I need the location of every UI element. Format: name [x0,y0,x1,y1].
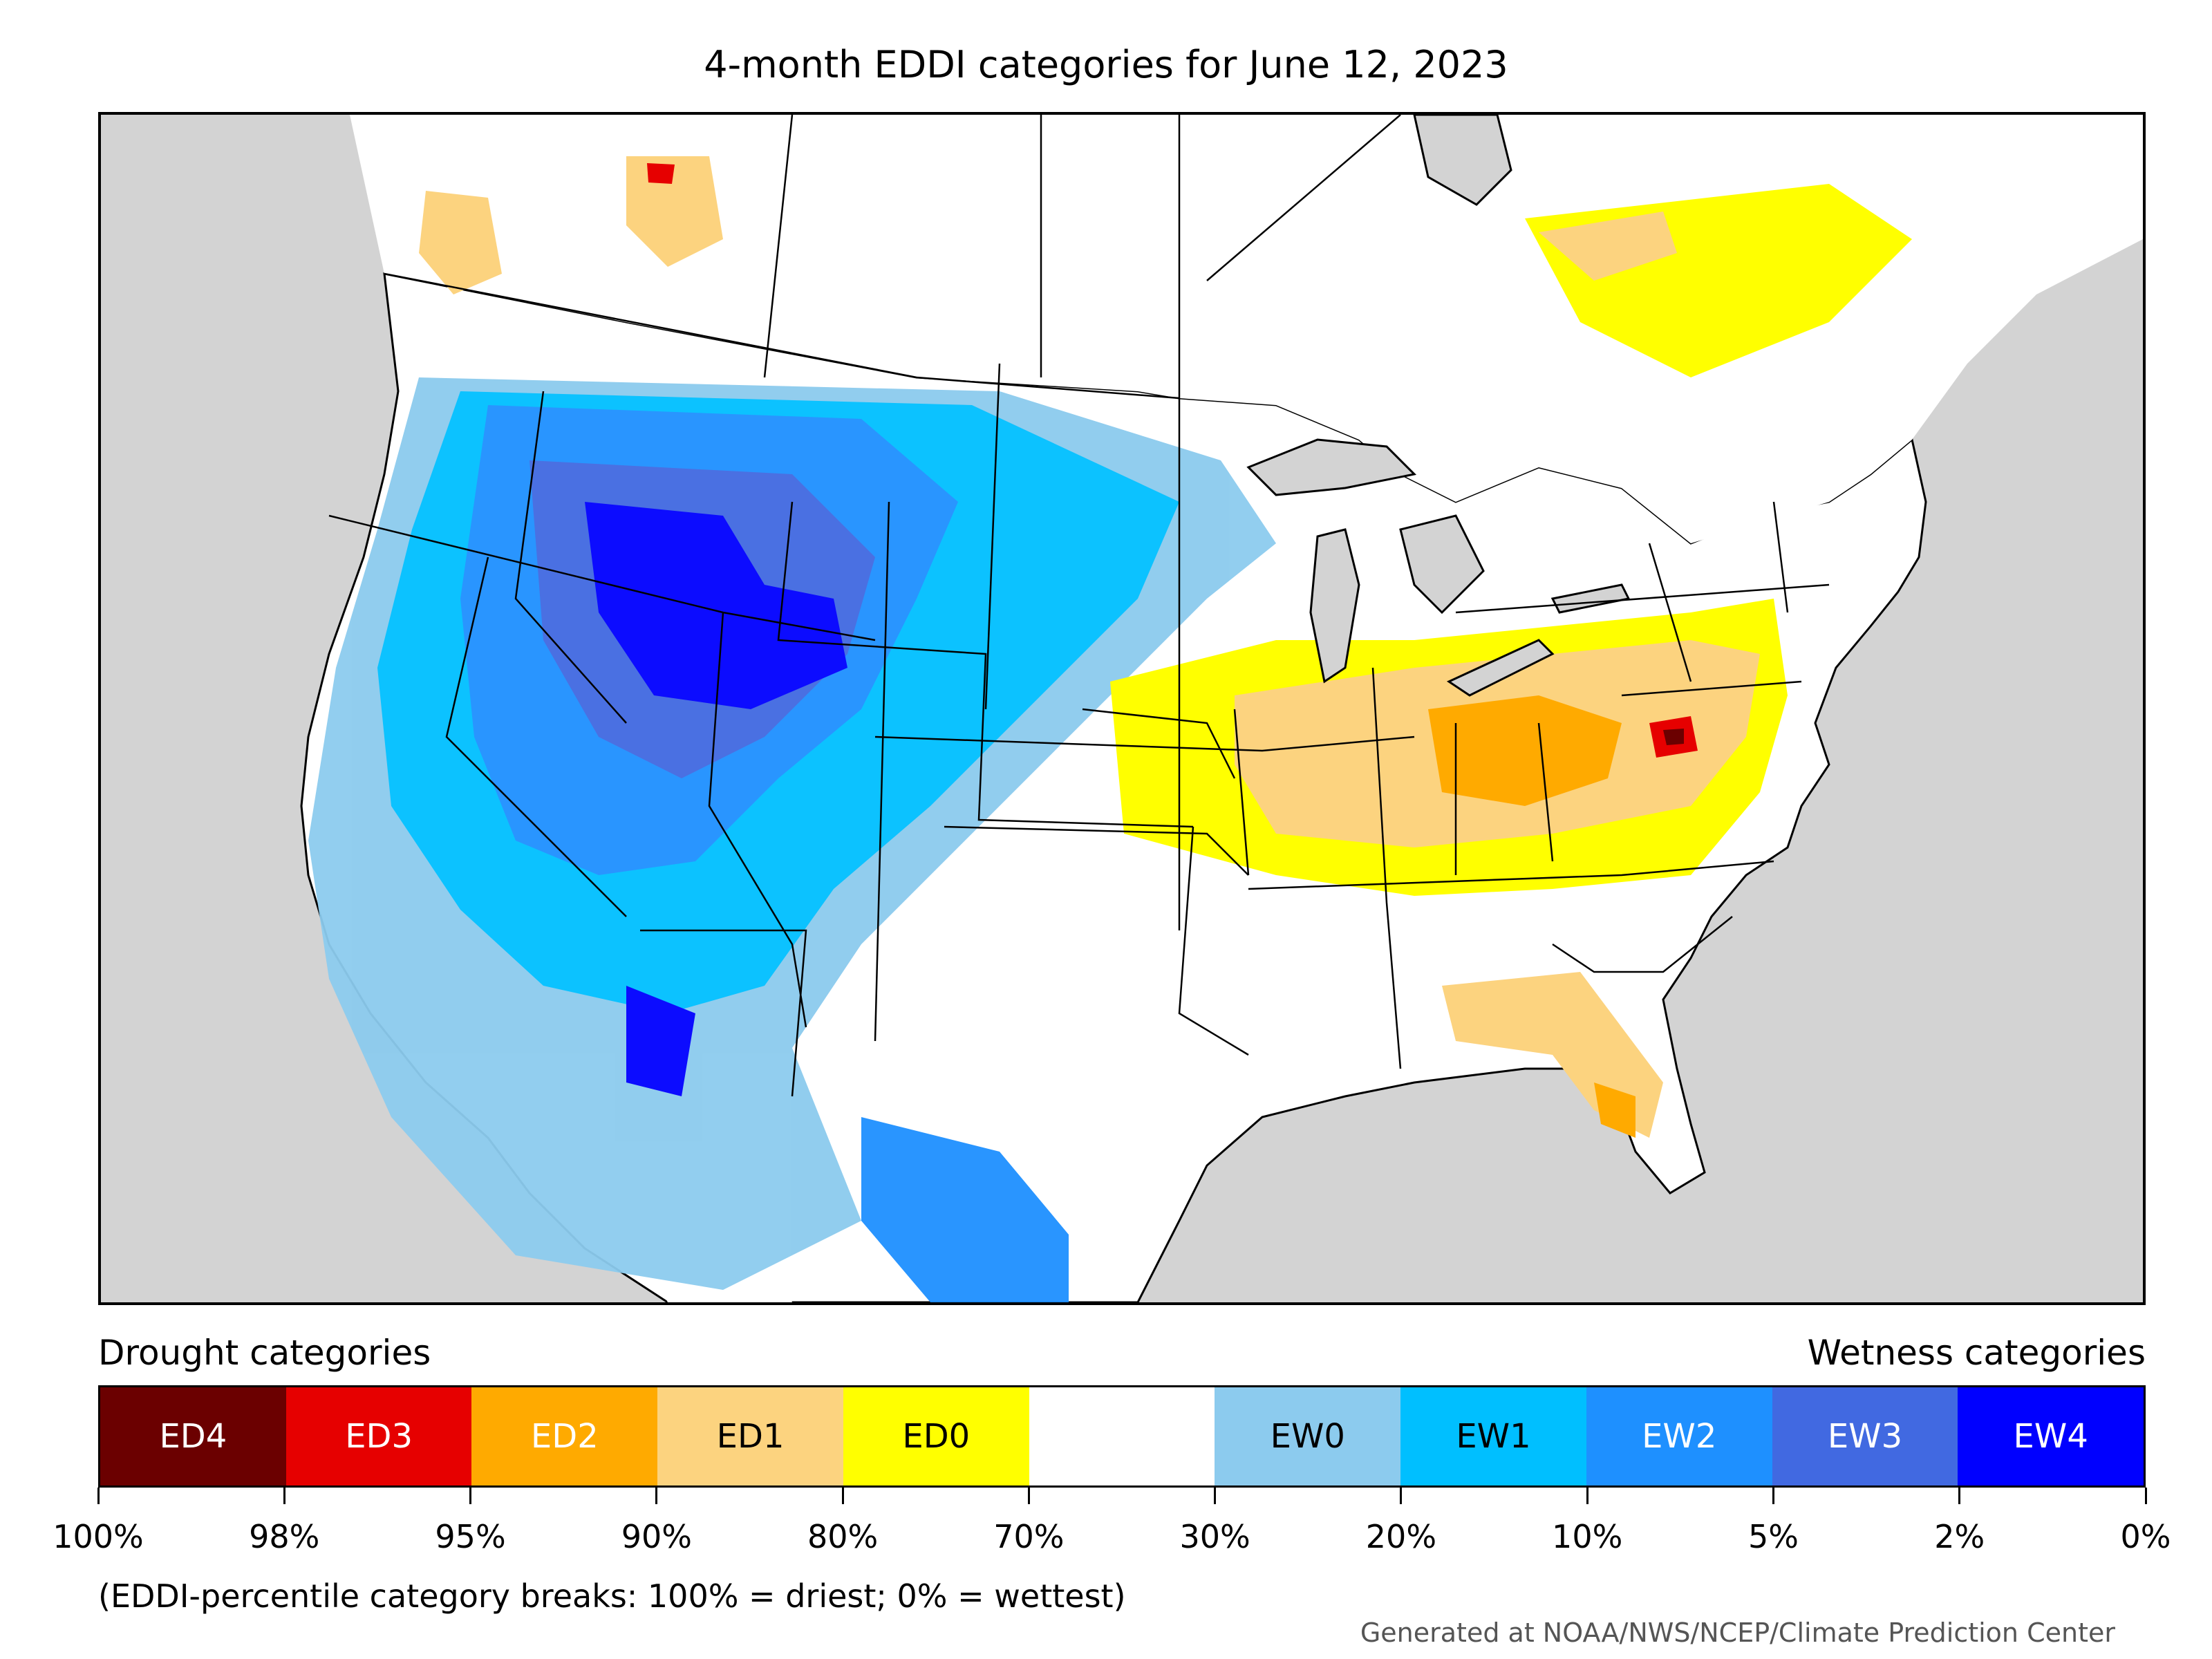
credit-text: Generated at NOAA/NWS/NCEP/Climate Predi… [1360,1618,2115,1648]
colorbar-tick-label: 20% [1365,1518,1437,1555]
colorbar-tick-label: 2% [1934,1518,1985,1555]
eddi-map [98,112,2146,1305]
colorbar-tick-label: 5% [1747,1518,1799,1555]
colorbar-tick-label: 100% [53,1518,144,1555]
colorbar-tick-label: 30% [1179,1518,1250,1555]
colorbar-cell [1029,1387,1215,1485]
map-canvas [300,115,2143,1302]
colorbar-tick [1586,1488,1588,1504]
colorbar-cell: EW3 [1772,1387,1958,1485]
colorbar-cell: EW1 [1400,1387,1586,1485]
hudson-bay-area [1413,115,1512,206]
colorbar-tick [283,1488,285,1504]
boundaries [328,115,1830,1097]
colorbar-cell: ED4 [100,1387,286,1485]
colorbar-tick [2144,1488,2147,1504]
colorbar-cell: ED0 [843,1387,1029,1485]
lake-huron [1399,514,1485,615]
lake-superior [1246,438,1417,496]
colorbar-tick [97,1488,100,1504]
colorbar-tick-label: 98% [249,1518,320,1555]
colorbar-tick-label: 90% [621,1518,692,1555]
drought-categories-label: Drought categories [98,1333,431,1373]
colorbar-cell: ED1 [657,1387,843,1485]
colorbar-cell: EW4 [1958,1387,2144,1485]
wetness-areas [308,377,1276,1302]
colorbar-tick [1772,1488,1774,1504]
colorbar-tick [1027,1488,1030,1504]
lake-ontario [1550,583,1631,614]
category-note: (EDDI-percentile category breaks: 100% =… [98,1577,1126,1615]
colorbar-cell: EW0 [1215,1387,1401,1485]
wetness-categories-label: Wetness categories [1807,1333,2146,1373]
colorbar-tick [1400,1488,1403,1504]
colorbar-cell: EW2 [1586,1387,1772,1485]
colorbar-tick-label: 70% [993,1518,1065,1555]
colorbar-tick-label: 80% [807,1518,879,1555]
drought-areas [419,156,1912,1138]
great-lakes [1246,115,1631,697]
colorbar-tick-label: 95% [435,1518,506,1555]
lake-michigan [1309,528,1360,684]
colorbar-tick-label: 10% [1552,1518,1623,1555]
colorbar-tick [655,1488,658,1504]
colorbar-cell: ED2 [471,1387,658,1485]
lake-erie [1446,639,1555,697]
colorbar-cell: ED3 [285,1387,472,1485]
map-title: 4-month EDDI categories for June 12, 202… [704,43,1508,86]
colorbar-tick [1958,1488,1961,1504]
colorbar-tick-label: 0% [2120,1518,2171,1555]
category-colorbar: ED4 ED3 ED2 ED1 ED0 EW0 EW1 EW2 EW3 EW4 [98,1385,2146,1488]
colorbar-tick [841,1488,844,1504]
colorbar-tick [469,1488,472,1504]
colorbar-tick [1214,1488,1217,1504]
